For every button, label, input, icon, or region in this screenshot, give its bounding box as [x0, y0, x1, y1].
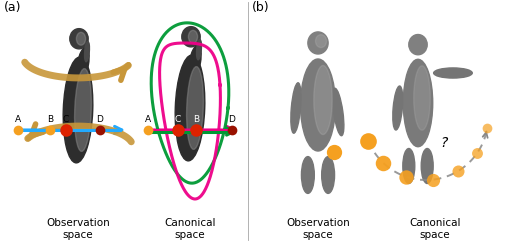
- Ellipse shape: [63, 57, 93, 163]
- Ellipse shape: [403, 149, 415, 183]
- Ellipse shape: [76, 32, 86, 45]
- Text: D: D: [229, 114, 235, 123]
- Ellipse shape: [301, 157, 314, 193]
- Text: A: A: [15, 114, 21, 123]
- Ellipse shape: [70, 29, 88, 49]
- Ellipse shape: [321, 157, 334, 193]
- Text: (b): (b): [252, 1, 270, 14]
- Ellipse shape: [187, 67, 203, 149]
- Text: D: D: [96, 114, 103, 123]
- Ellipse shape: [197, 40, 201, 60]
- Text: A: A: [145, 114, 151, 123]
- Ellipse shape: [300, 59, 335, 151]
- Ellipse shape: [77, 48, 89, 80]
- Text: C: C: [63, 114, 69, 123]
- Ellipse shape: [182, 27, 200, 47]
- Ellipse shape: [314, 65, 332, 134]
- Text: B: B: [193, 114, 199, 123]
- Ellipse shape: [404, 59, 433, 147]
- Ellipse shape: [414, 66, 430, 130]
- Ellipse shape: [85, 41, 89, 62]
- Ellipse shape: [409, 34, 427, 55]
- Text: C: C: [175, 114, 181, 123]
- Ellipse shape: [175, 55, 205, 161]
- Ellipse shape: [393, 86, 402, 130]
- Text: ?: ?: [440, 136, 448, 150]
- Ellipse shape: [421, 149, 433, 183]
- Text: Canonical
space: Canonical space: [164, 218, 216, 240]
- Ellipse shape: [308, 32, 328, 54]
- Ellipse shape: [189, 46, 201, 78]
- Ellipse shape: [433, 68, 472, 78]
- Text: Canonical
space: Canonical space: [409, 218, 461, 240]
- Text: Observation
space: Observation space: [46, 218, 110, 240]
- Ellipse shape: [291, 83, 301, 133]
- Ellipse shape: [75, 69, 91, 151]
- Ellipse shape: [315, 35, 327, 48]
- Text: B: B: [47, 114, 53, 123]
- Ellipse shape: [333, 88, 344, 136]
- Text: (a): (a): [4, 1, 22, 14]
- Ellipse shape: [188, 30, 198, 43]
- Text: Observation
space: Observation space: [286, 218, 350, 240]
